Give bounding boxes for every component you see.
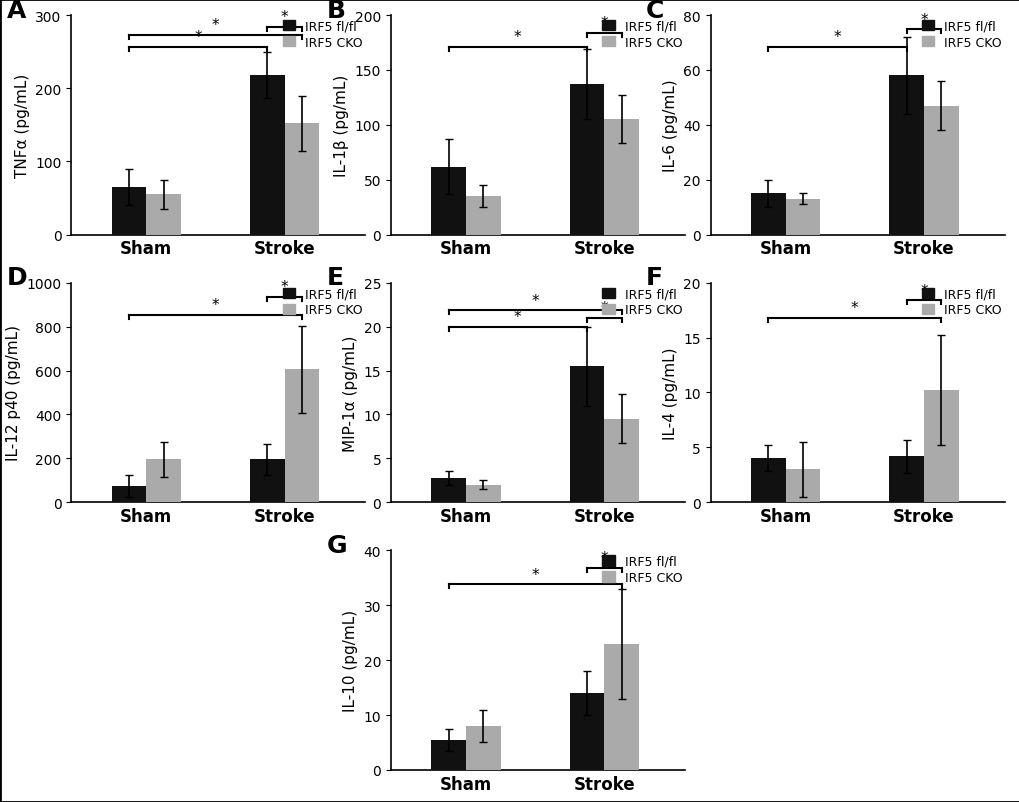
Bar <box>250 76 284 235</box>
Text: *: * <box>212 18 219 33</box>
Bar <box>889 76 923 235</box>
Text: *: * <box>280 280 288 295</box>
Text: C: C <box>645 0 663 22</box>
Text: *: * <box>531 294 538 308</box>
Bar <box>284 370 319 503</box>
Y-axis label: IL-6 (pg/mL): IL-6 (pg/mL) <box>662 79 677 172</box>
Text: *: * <box>600 551 607 565</box>
Y-axis label: IL-12 p40 (pg/mL): IL-12 p40 (pg/mL) <box>6 325 21 461</box>
Legend: IRF5 fl/fl, IRF5 CKO: IRF5 fl/fl, IRF5 CKO <box>918 18 1004 52</box>
Bar <box>570 367 604 503</box>
Y-axis label: MIP-1α (pg/mL): MIP-1α (pg/mL) <box>342 335 358 451</box>
Bar <box>923 107 958 235</box>
Bar <box>146 195 180 235</box>
Text: *: * <box>195 30 202 45</box>
Y-axis label: IL-10 (pg/mL): IL-10 (pg/mL) <box>342 610 358 711</box>
Text: B: B <box>326 0 345 22</box>
Bar <box>250 460 284 503</box>
Bar <box>284 124 319 235</box>
Text: *: * <box>280 10 288 26</box>
Bar <box>146 460 180 503</box>
Text: *: * <box>919 283 927 298</box>
Bar <box>570 85 604 235</box>
Bar <box>112 486 146 503</box>
Text: A: A <box>7 0 26 22</box>
Text: *: * <box>531 567 538 582</box>
Text: D: D <box>7 265 28 290</box>
Y-axis label: IL-1β (pg/mL): IL-1β (pg/mL) <box>334 75 348 176</box>
Text: *: * <box>919 13 927 27</box>
Text: *: * <box>600 16 607 31</box>
Legend: IRF5 fl/fl, IRF5 CKO: IRF5 fl/fl, IRF5 CKO <box>599 286 684 319</box>
Legend: IRF5 fl/fl, IRF5 CKO: IRF5 fl/fl, IRF5 CKO <box>280 286 365 319</box>
Legend: IRF5 fl/fl, IRF5 CKO: IRF5 fl/fl, IRF5 CKO <box>599 18 684 52</box>
Bar <box>785 470 819 503</box>
Bar <box>923 391 958 503</box>
Text: *: * <box>514 30 521 45</box>
Bar <box>431 478 466 503</box>
Legend: IRF5 fl/fl, IRF5 CKO: IRF5 fl/fl, IRF5 CKO <box>280 18 365 52</box>
Bar <box>604 644 638 770</box>
Legend: IRF5 fl/fl, IRF5 CKO: IRF5 fl/fl, IRF5 CKO <box>918 286 1004 319</box>
Text: F: F <box>645 265 662 290</box>
Bar <box>466 196 500 235</box>
Bar <box>466 726 500 770</box>
Bar <box>604 120 638 235</box>
Text: *: * <box>833 30 841 45</box>
Y-axis label: IL-4 (pg/mL): IL-4 (pg/mL) <box>662 346 677 439</box>
Bar <box>750 459 785 503</box>
Bar <box>604 419 638 503</box>
Y-axis label: TNFα (pg/mL): TNFα (pg/mL) <box>14 74 30 178</box>
Text: *: * <box>600 301 607 316</box>
Legend: IRF5 fl/fl, IRF5 CKO: IRF5 fl/fl, IRF5 CKO <box>599 553 684 586</box>
Text: G: G <box>326 533 346 557</box>
Bar <box>466 485 500 503</box>
Bar <box>431 739 466 770</box>
Bar <box>112 188 146 235</box>
Text: *: * <box>850 301 858 316</box>
Text: *: * <box>514 310 521 325</box>
Bar <box>431 168 466 235</box>
Text: *: * <box>212 298 219 313</box>
Bar <box>570 693 604 770</box>
Text: E: E <box>326 265 343 290</box>
Bar <box>889 456 923 503</box>
Bar <box>785 200 819 235</box>
Bar <box>750 194 785 235</box>
